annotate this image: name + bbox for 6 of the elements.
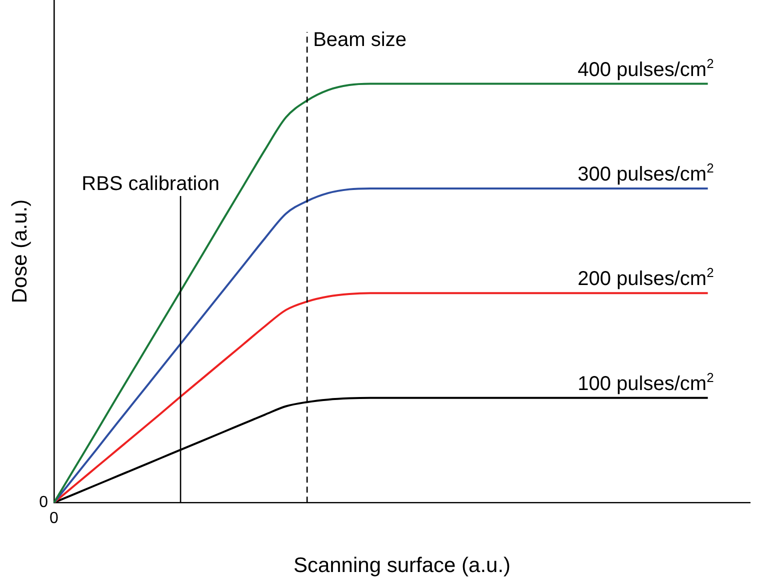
y-axis-title: Dose (a.u.) <box>8 199 32 304</box>
x-axis-title: Scanning surface (a.u.) <box>293 554 511 578</box>
text: 0 <box>50 510 59 528</box>
annotation: RBS calibration <box>82 173 220 196</box>
text: Beam size <box>313 29 406 51</box>
text: 0 <box>39 494 48 512</box>
